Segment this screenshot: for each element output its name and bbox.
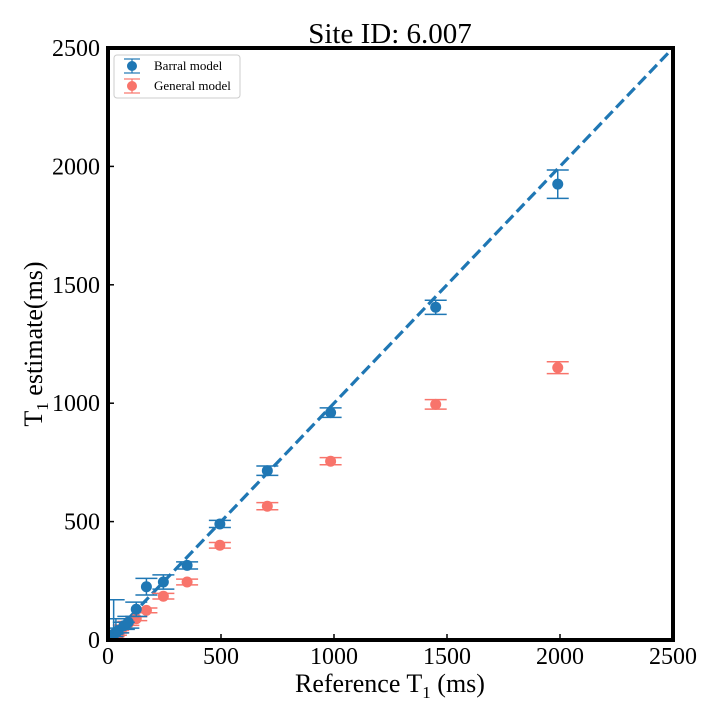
x-axis-ticks: 0 500 1000 1500 2000 2500 [102, 634, 697, 670]
data-point [325, 407, 337, 419]
y-tick-label: 2500 [52, 36, 100, 62]
y-tick-label: 0 [88, 628, 100, 654]
legend-marker [127, 81, 137, 91]
legend-box [113, 54, 241, 99]
data-point [430, 398, 442, 410]
y-tick-label: 1000 [52, 391, 100, 417]
y-axis-label-unit: estimate(ms) [19, 261, 48, 402]
legend-label: Barral model [154, 58, 223, 73]
identity-line [108, 48, 673, 640]
plot-area [108, 48, 673, 640]
data-point [181, 576, 193, 588]
data-point [157, 576, 169, 588]
x-axis-label-unit: (ms) [431, 669, 485, 698]
data-point [214, 518, 226, 530]
y-tick-label: 1500 [52, 273, 100, 299]
data-point [140, 604, 152, 616]
legend: Barral model General model [113, 54, 241, 99]
legend-label: General model [154, 78, 231, 93]
legend-marker [127, 61, 137, 71]
chart-title: Site ID: 6.007 [308, 18, 472, 50]
x-tick-label: 500 [203, 644, 239, 670]
data-point [261, 500, 273, 512]
y-tick-label: 500 [64, 510, 100, 536]
data-point [430, 301, 442, 313]
y-tick-label: 2000 [52, 154, 100, 180]
x-axis-label-text: Reference T [295, 669, 422, 698]
plot-frame [106, 46, 675, 642]
x-axis-label-subscript: 1 [422, 683, 431, 702]
data-point [157, 590, 169, 602]
x-axis-label: Reference T1 (ms) [295, 669, 485, 702]
x-tick-label: 0 [102, 644, 114, 670]
y-axis-label-subscript: 1 [33, 402, 52, 411]
x-tick-label: 2000 [536, 644, 584, 670]
data-point [130, 603, 142, 615]
data-point [214, 539, 226, 551]
x-tick-label: 1000 [310, 644, 358, 670]
data-point [552, 178, 564, 190]
data-point [552, 362, 564, 374]
y-axis-label-text: T [19, 411, 48, 427]
data-point [122, 616, 134, 628]
x-tick-label: 2500 [649, 644, 697, 670]
data-point [181, 559, 193, 571]
y-axis-label: T1 estimate(ms) [19, 261, 52, 426]
series-barral-model [108, 169, 569, 640]
data-point [261, 465, 273, 477]
x-tick-label: 1500 [423, 644, 471, 670]
data-point [325, 455, 337, 467]
data-point [140, 581, 152, 593]
y-axis-ticks: 0 500 1000 1500 2000 2500 [52, 36, 114, 654]
